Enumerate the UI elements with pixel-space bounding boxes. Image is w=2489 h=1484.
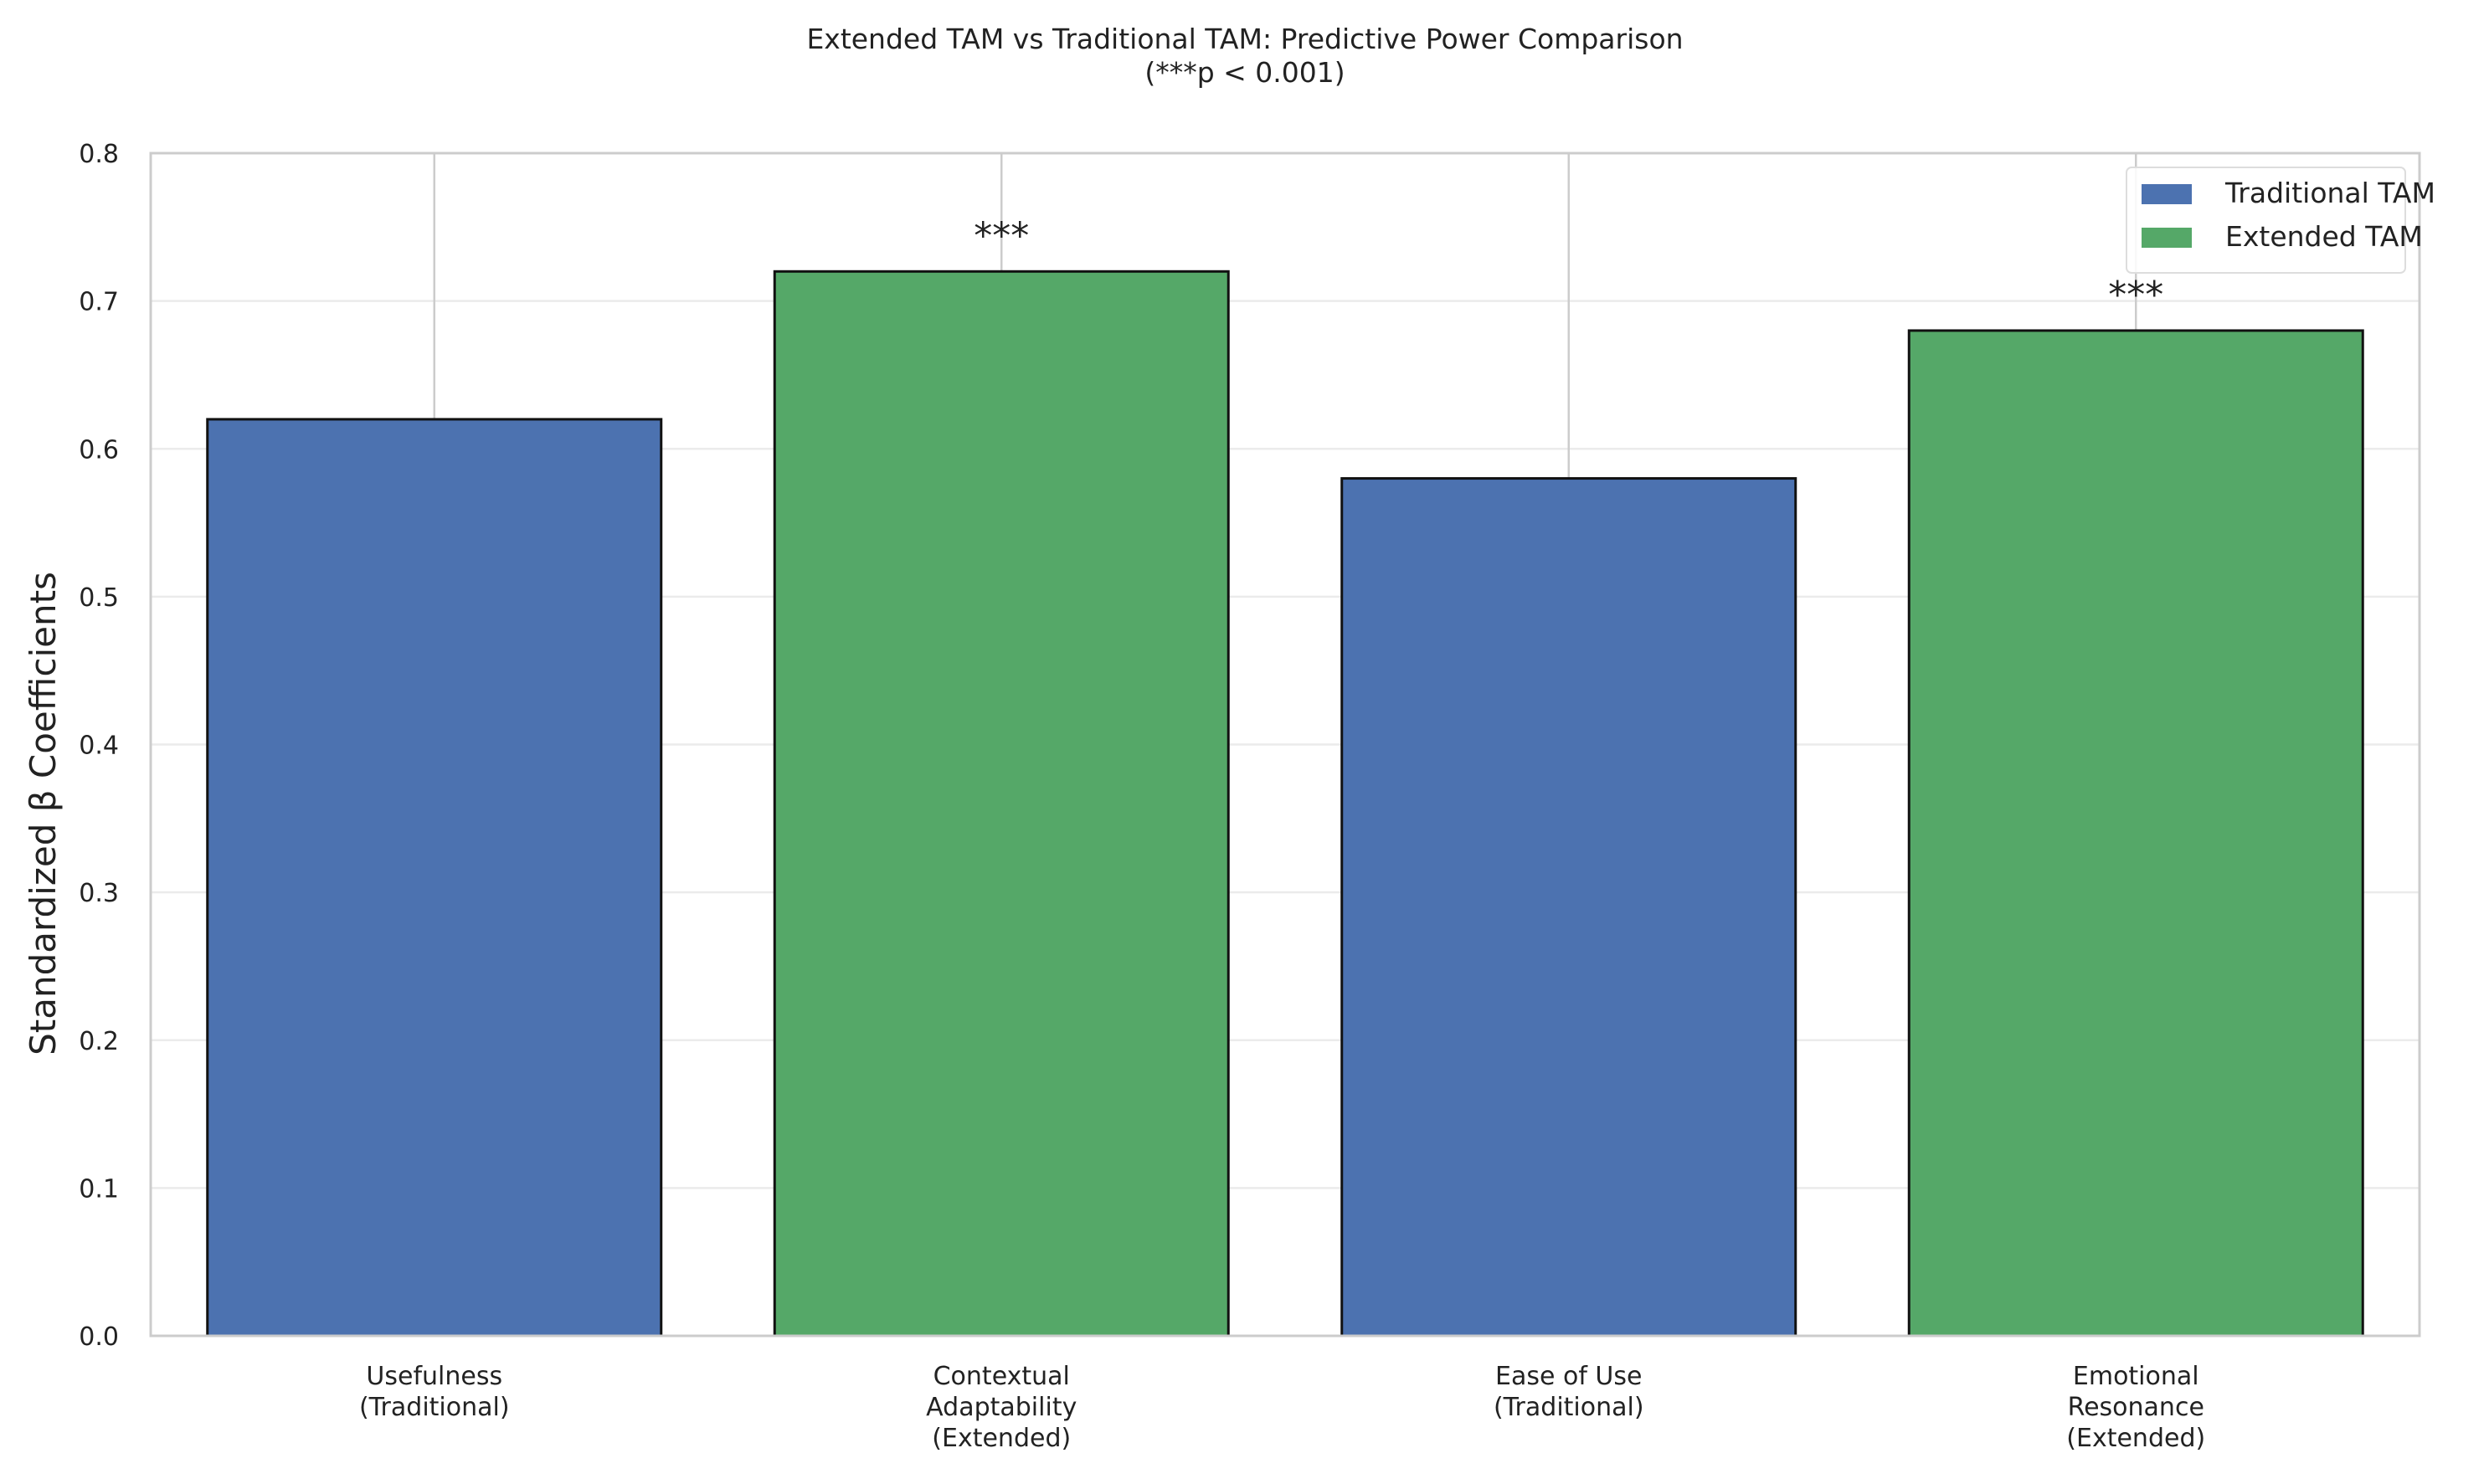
y-tick-label: 0.0 bbox=[79, 1322, 119, 1352]
y-tick-label: 0.3 bbox=[79, 879, 119, 908]
legend-label: Traditional TAM bbox=[2224, 177, 2435, 209]
x-tick-label-line: Resonance bbox=[2068, 1393, 2204, 1422]
x-tick-label-line: (Traditional) bbox=[1494, 1393, 1644, 1422]
significance-label: *** bbox=[2108, 274, 2163, 316]
y-axis-label: Standardized β Coefficients bbox=[23, 572, 64, 1055]
legend-label: Extended TAM bbox=[2225, 220, 2423, 253]
x-tick-label-line: Usefulness bbox=[366, 1362, 502, 1391]
x-tick-label: Contextual Adaptability (Extended) bbox=[926, 1362, 1077, 1453]
y-tick-label: 0.2 bbox=[79, 1027, 119, 1056]
x-tick-label: Ease of Use (Traditional) bbox=[1494, 1362, 1644, 1422]
x-tick-label-line: (Extended) bbox=[2066, 1424, 2205, 1453]
y-tick-label: 0.5 bbox=[79, 583, 119, 613]
x-tick-label-line: Contextual bbox=[933, 1362, 1070, 1391]
x-tick-label: Usefulness (Traditional) bbox=[359, 1362, 510, 1422]
x-tick-label-line: Adaptability bbox=[926, 1393, 1077, 1422]
x-tick-label-line: Emotional bbox=[2073, 1362, 2199, 1391]
significance-label: *** bbox=[974, 214, 1029, 257]
legend: Traditional TAM Extended TAM bbox=[2126, 167, 2435, 274]
y-tick-label: 0.7 bbox=[79, 288, 119, 317]
legend-swatch bbox=[2142, 228, 2192, 248]
legend-box bbox=[2126, 167, 2406, 274]
bar bbox=[206, 418, 663, 1338]
bar bbox=[1340, 477, 1797, 1338]
legend-swatch bbox=[2142, 184, 2192, 204]
y-tick-label: 0.6 bbox=[79, 435, 119, 465]
bar bbox=[1907, 329, 2364, 1338]
y-tick-label: 0.1 bbox=[79, 1174, 119, 1204]
y-tick-label: 0.8 bbox=[79, 140, 119, 169]
chart-title: Extended TAM vs Traditional TAM: Predict… bbox=[806, 23, 1683, 55]
plot-frame bbox=[149, 151, 2421, 1338]
x-tick-label: Emotional Resonance (Extended) bbox=[2066, 1362, 2205, 1453]
bar bbox=[773, 270, 1230, 1338]
chart-subtitle: (***p < 0.001) bbox=[1144, 56, 1345, 89]
x-tick-label-line: Ease of Use bbox=[1495, 1362, 1642, 1391]
bars-layer: *** *** bbox=[206, 214, 2364, 1338]
x-tick-label-line: (Extended) bbox=[932, 1424, 1071, 1453]
x-tick-label-line: (Traditional) bbox=[359, 1393, 510, 1422]
y-tick-label: 0.4 bbox=[79, 732, 119, 761]
